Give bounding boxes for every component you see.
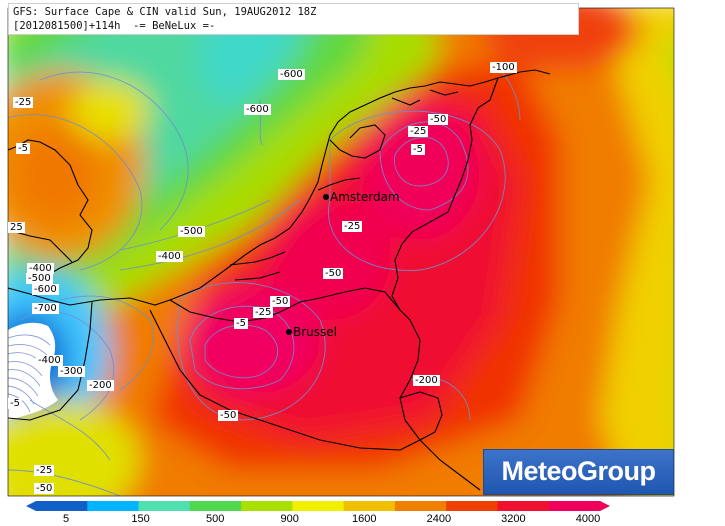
cin-label: -25 bbox=[13, 97, 34, 108]
cin-label: -5 bbox=[8, 398, 22, 409]
header-title: GFS: Surface Cape & CIN valid Sun, 19AUG… bbox=[13, 6, 317, 18]
colorbar-segment bbox=[548, 501, 601, 511]
header-run-info: [2012081500]+114h -= BeNeLux =- bbox=[13, 20, 216, 32]
colorbar-segment bbox=[241, 501, 293, 511]
colorbar-segment bbox=[138, 501, 191, 511]
cin-label: -25 bbox=[342, 221, 363, 232]
cin-label: -50 bbox=[218, 410, 239, 421]
colorbar-segment bbox=[446, 501, 498, 511]
colorbar-segment bbox=[343, 501, 396, 511]
cin-label: -50 bbox=[428, 114, 449, 125]
colorbar-arrow-high bbox=[600, 501, 610, 511]
colorbar-tick-label: 3200 bbox=[501, 513, 526, 525]
city-label-brussel: Brussel bbox=[293, 325, 337, 339]
cin-label: 25 bbox=[8, 222, 25, 233]
colorbar-tick-label: 4000 bbox=[575, 513, 601, 525]
colorbar-segment bbox=[87, 501, 140, 511]
colorbar-tick-label: 1600 bbox=[352, 513, 377, 525]
cin-label: -5 bbox=[411, 144, 425, 155]
cin-label: -100 bbox=[490, 62, 517, 73]
cin-label: -700 bbox=[32, 303, 59, 314]
meteogroup-logo: MeteoGroup bbox=[483, 449, 674, 495]
colorbar-segment bbox=[497, 501, 550, 511]
cin-label: -25 bbox=[34, 465, 55, 476]
colorbar-segment bbox=[292, 501, 345, 511]
amsterdam-marker bbox=[323, 194, 329, 200]
cin-label: -50 bbox=[323, 268, 344, 279]
colorbar-arrow-low bbox=[26, 501, 36, 511]
cin-label: -400 bbox=[36, 355, 63, 366]
colorbar-tick-label: 5 bbox=[62, 513, 70, 525]
cin-label: -5 bbox=[234, 318, 248, 329]
cin-label: -25 bbox=[408, 126, 429, 137]
colorbar-tick-label: 150 bbox=[131, 513, 150, 525]
colorbar-tick-label: 500 bbox=[205, 513, 225, 525]
cin-label: -600 bbox=[278, 69, 305, 80]
cin-label: -5 bbox=[16, 143, 30, 154]
cin-label: -400 bbox=[27, 263, 54, 274]
cin-label: -500 bbox=[26, 273, 53, 284]
cin-label: -300 bbox=[58, 366, 85, 377]
colorbar-segment bbox=[189, 501, 242, 511]
cin-label: -25 bbox=[253, 307, 274, 318]
cin-label: -200 bbox=[413, 375, 440, 386]
colorbar-tick-label: 2400 bbox=[426, 513, 452, 525]
cin-label: -50 bbox=[34, 483, 55, 494]
city-label-amsterdam: Amsterdam bbox=[330, 190, 400, 204]
cin-label: -400 bbox=[156, 251, 183, 262]
cin-label: -600 bbox=[244, 104, 271, 115]
cape-colorbar bbox=[26, 501, 610, 511]
cin-label: -200 bbox=[87, 380, 114, 391]
cin-label: -600 bbox=[32, 284, 59, 295]
brussel-marker bbox=[286, 329, 292, 335]
cin-label: -50 bbox=[270, 296, 291, 307]
colorbar-tick-label: 900 bbox=[280, 513, 299, 525]
colorbar-segment bbox=[36, 501, 88, 511]
map-header: GFS: Surface Cape & CIN valid Sun, 19AUG… bbox=[8, 3, 579, 35]
cin-label: -500 bbox=[178, 226, 205, 237]
colorbar-segment bbox=[394, 501, 447, 511]
